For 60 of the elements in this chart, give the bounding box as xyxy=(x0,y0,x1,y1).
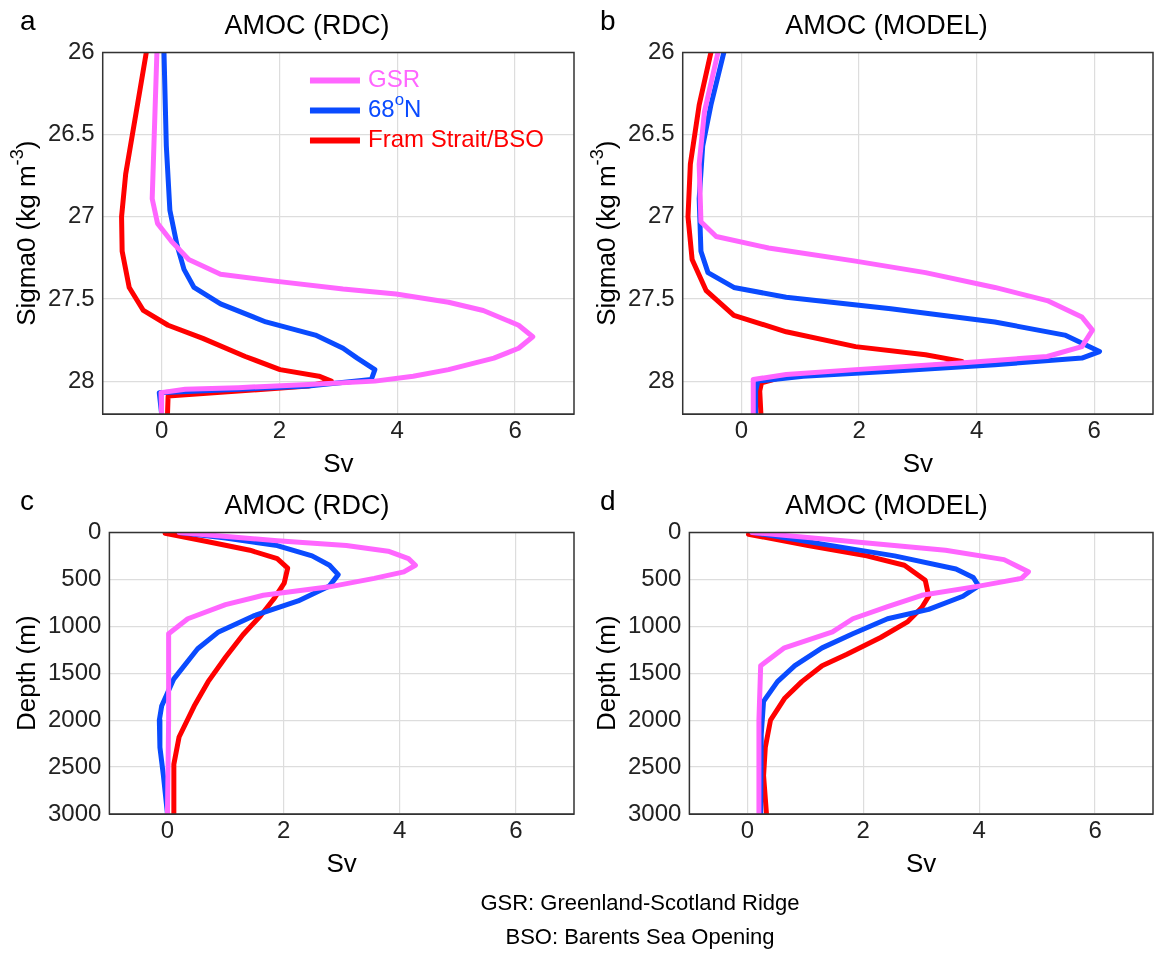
y-tick-label: 1000 xyxy=(48,610,102,638)
x-tick-label: 6 xyxy=(1087,416,1101,444)
y-tick-label: 26 xyxy=(68,37,95,65)
text: GSR: Greenland-Scotland Ridge xyxy=(479,890,801,916)
chart-title: AMOC (MODEL) xyxy=(785,489,988,520)
x-tick-label: 6 xyxy=(508,416,522,444)
text: a xyxy=(20,4,36,36)
legend-label: Fram Strait/BSO xyxy=(367,125,544,153)
y-tick-label: 1500 xyxy=(628,657,682,685)
y-tick-label: 2500 xyxy=(48,751,102,779)
y-tick-label: 2500 xyxy=(628,751,682,779)
chart-title: AMOC (RDC) xyxy=(224,9,390,40)
y-tick-label: 28 xyxy=(68,365,95,393)
x-tick-label: 4 xyxy=(390,416,404,444)
y-tick-label: 27.5 xyxy=(47,283,95,311)
y-tick-label: 27.5 xyxy=(627,283,675,311)
chart-title: AMOC (MODEL) xyxy=(785,9,988,40)
y-tick-label: 500 xyxy=(61,563,102,591)
x-axis-title: Sv xyxy=(323,447,354,478)
y-tick-label: 27 xyxy=(648,201,675,229)
y-tick-label: 1500 xyxy=(48,657,102,685)
y-axis-title: Sigma0 (kg m-3) xyxy=(586,140,622,326)
text: c xyxy=(20,484,34,516)
y-tick-label: 26.5 xyxy=(47,119,95,147)
x-tick-label: 2 xyxy=(276,816,291,844)
y-axis-title: Sigma0 (kg m-3) xyxy=(6,140,42,326)
x-tick-label: 0 xyxy=(734,416,749,444)
y-axis-title: Depth (m) xyxy=(11,615,42,731)
y-tick-label: 3000 xyxy=(48,798,102,826)
x-tick-label: 2 xyxy=(856,816,870,844)
y-tick-label: 28 xyxy=(648,365,675,393)
y-tick-label: 26 xyxy=(648,37,675,65)
x-tick-label: 0 xyxy=(154,416,169,444)
x-tick-label: 6 xyxy=(1088,816,1102,844)
y-tick-label: 0 xyxy=(88,517,102,545)
x-axis-title: Sv xyxy=(326,847,357,878)
x-axis-title: Sv xyxy=(906,847,937,878)
y-tick-label: 0 xyxy=(668,517,682,545)
x-tick-label: 0 xyxy=(160,816,175,844)
y-tick-label: 27 xyxy=(68,201,95,229)
text: BSO: Barents Sea Opening xyxy=(504,924,776,950)
y-tick-label: 3000 xyxy=(628,798,682,826)
legend-label: GSR xyxy=(367,65,420,93)
y-axis-title: Depth (m) xyxy=(591,615,622,731)
x-tick-label: 4 xyxy=(972,816,986,844)
text: d xyxy=(600,484,616,516)
x-tick-label: 6 xyxy=(509,816,523,844)
y-tick-label: 500 xyxy=(641,563,682,591)
x-tick-label: 0 xyxy=(740,816,755,844)
chart-title: AMOC (RDC) xyxy=(224,489,390,520)
y-tick-label: 1000 xyxy=(628,610,682,638)
x-tick-label: 2 xyxy=(852,416,866,444)
x-tick-label: 2 xyxy=(272,416,287,444)
text: b xyxy=(600,4,616,36)
x-tick-label: 4 xyxy=(969,416,984,444)
y-tick-label: 2000 xyxy=(628,704,682,732)
x-tick-label: 4 xyxy=(393,816,407,844)
x-axis-title: Sv xyxy=(902,447,934,478)
y-tick-label: 2000 xyxy=(48,704,102,732)
y-tick-label: 26.5 xyxy=(627,119,675,147)
